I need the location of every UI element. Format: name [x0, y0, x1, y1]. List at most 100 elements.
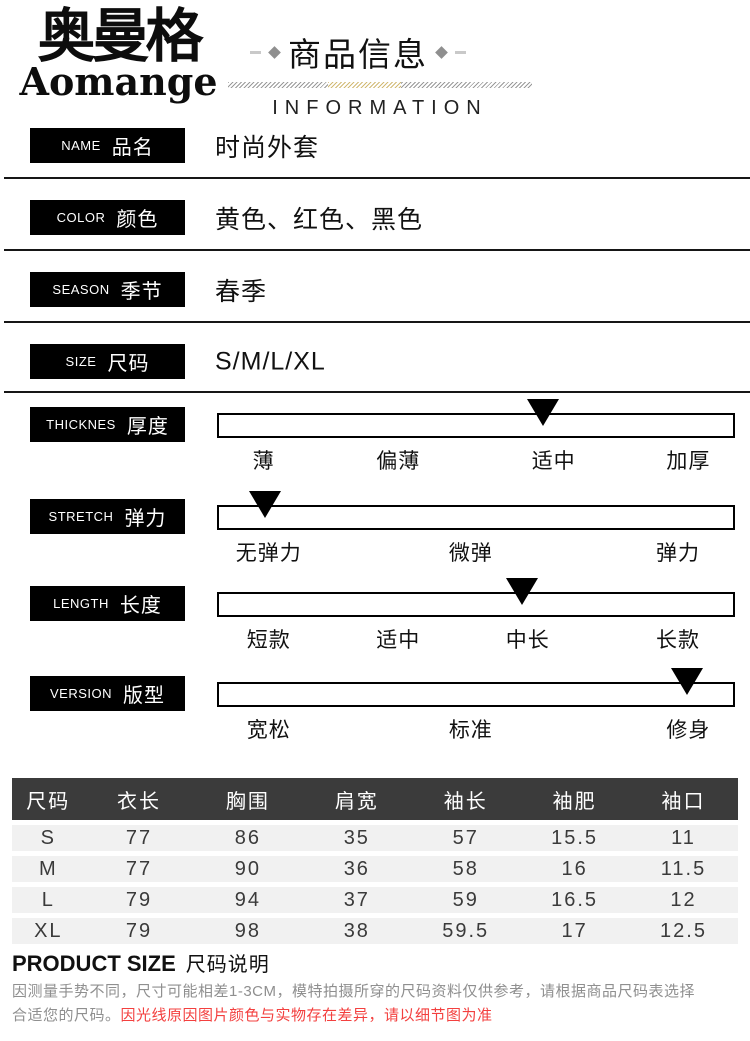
- table-header-cell: 袖长: [443, 790, 488, 813]
- table-cell: 37: [343, 888, 370, 911]
- tag-label-cn: 颜色: [116, 209, 159, 231]
- table-cell: 77: [125, 826, 153, 849]
- table-cell: S: [40, 826, 56, 849]
- info-row-name: NAME 品名 时尚外套: [0, 128, 750, 164]
- table-cell: 79: [125, 888, 153, 911]
- table-cell: 79: [125, 919, 153, 942]
- dash-icon: [250, 50, 261, 54]
- table-cell: M: [38, 857, 58, 880]
- info-row-size: SIZE 尺码 S/M/L/XL: [0, 344, 750, 380]
- separator-line: [4, 321, 750, 323]
- table-row: M 77 90 36 58 16 11.5: [12, 856, 738, 882]
- size-range-value: S/M/L/XL: [215, 347, 326, 376]
- tag-label-en: SEASON: [52, 282, 110, 297]
- slider-arrow-icon: [526, 399, 559, 426]
- brand-name-english: Aomange: [19, 58, 218, 104]
- separator-line: [4, 177, 750, 179]
- table-cell: 12.5: [660, 919, 707, 942]
- slider-option-label: 修身: [666, 719, 711, 742]
- table-cell: 15.5: [551, 826, 599, 849]
- label-tag-stretch: STRETCH 弹力: [30, 499, 185, 534]
- table-cell: 35: [343, 826, 370, 849]
- slider-option-label: 长款: [656, 629, 701, 652]
- hatched-divider-gold-segment: [328, 82, 402, 88]
- separator-line: [4, 391, 750, 393]
- tag-label-cn: 季节: [120, 281, 163, 303]
- product-size-heading-en: PRODUCT SIZE: [12, 951, 176, 976]
- slider-option-label: 短款: [246, 629, 291, 652]
- table-cell: 59.5: [442, 919, 490, 942]
- slider-row-thickness: THICKNES 厚度 薄 偏薄 适中 加厚: [0, 399, 750, 475]
- table-cell: L: [41, 888, 55, 911]
- info-row-color: COLOR 颜色 黄色、红色、黑色: [0, 200, 750, 236]
- label-tag-size: SIZE 尺码: [30, 344, 185, 379]
- table-cell: 16: [561, 857, 588, 880]
- slider-row-version: VERSION 版型 宽松 标准 修身: [0, 668, 750, 744]
- table-row: XL 79 98 38 59.5 17 12.5: [12, 918, 738, 944]
- slider-bar: [217, 578, 735, 617]
- size-table: 尺码 衣长 胸围 肩宽 袖长 袖肥 袖口 S 77 86 35 57 15.5 …: [12, 778, 738, 944]
- table-cell: 36: [343, 857, 370, 880]
- slider-option-label: 加厚: [666, 450, 711, 473]
- slider-option-label: 适中: [531, 450, 576, 473]
- tag-label-cn: 尺码: [107, 353, 150, 375]
- table-cell: 11.5: [660, 857, 707, 880]
- tag-label-en: NAME: [61, 138, 101, 153]
- size-note-line1: 因测量手势不同，尺寸可能相差1-3CM，模特拍摄所穿的尺码资料仅供参考，请根据商…: [12, 983, 696, 1000]
- label-tag-version: VERSION 版型: [30, 676, 185, 711]
- diamond-icon: [435, 45, 448, 59]
- slider-option-label: 偏薄: [376, 450, 421, 473]
- section-header: 商品信息 INFORMATION: [228, 28, 532, 120]
- color-value: 黄色、红色、黑色: [215, 206, 424, 234]
- page-title: 商品信息: [288, 36, 428, 73]
- table-cell: 77: [125, 857, 153, 880]
- table-header-cell: 衣长: [117, 790, 162, 813]
- table-cell: 94: [234, 888, 262, 911]
- tag-label-cn: 弹力: [124, 508, 167, 530]
- brand-name-chinese: 奥曼格: [37, 2, 203, 70]
- slider-option-label: 适中: [376, 629, 421, 652]
- section-title-row: 商品信息: [206, 28, 510, 76]
- table-cell: 38: [343, 919, 370, 942]
- product-size-heading-cn: 尺码说明: [185, 954, 270, 976]
- slider-arrow-icon: [506, 578, 539, 605]
- table-cell: 86: [234, 826, 262, 849]
- tag-label-cn: 长度: [119, 595, 162, 617]
- dash-icon: [455, 50, 466, 54]
- slider-options: 宽松 标准 修身: [217, 674, 735, 744]
- label-tag-name: NAME 品名: [30, 128, 185, 163]
- slider-arrow-icon: [249, 491, 282, 518]
- tag-label-cn: 版型: [123, 685, 165, 707]
- slider-options: 短款 适中 中长 长款: [217, 584, 735, 654]
- slider-options: 无弹力 微弹 弹力: [217, 497, 735, 567]
- size-note-gray-text: 合适您的尺码。: [12, 1007, 121, 1024]
- table-cell: 11: [671, 826, 696, 849]
- table-header-cell: 袖肥: [552, 790, 597, 813]
- tag-label-en: THICKNES: [46, 417, 116, 432]
- table-cell: 16.5: [551, 888, 599, 911]
- slider-option-label: 微弹: [448, 542, 493, 565]
- label-tag-season: SEASON 季节: [30, 272, 185, 307]
- slider-option-label: 中长: [505, 629, 550, 652]
- label-tag-color: COLOR 颜色: [30, 200, 185, 235]
- tag-label-en: LENGTH: [53, 596, 109, 611]
- table-header-cell: 肩宽: [334, 790, 379, 813]
- size-note-red-text: 因光线原因图片颜色与实物存在差异，请以细节图为准: [120, 1007, 493, 1024]
- table-cell: 17: [561, 919, 588, 942]
- slider-arrow-icon: [670, 668, 703, 695]
- table-row: L 79 94 37 59 16.5 12: [12, 887, 738, 913]
- hatched-divider: [228, 82, 532, 88]
- slider-bar: [217, 399, 735, 438]
- slider-row-length: LENGTH 长度 短款 适中 中长 长款: [0, 578, 750, 654]
- tag-label-en: VERSION: [49, 686, 112, 701]
- table-cell: 12: [670, 888, 697, 911]
- product-name-value: 时尚外套: [215, 134, 320, 162]
- table-row: S 77 86 35 57 15.5 11: [12, 825, 738, 851]
- tag-label-en: COLOR: [56, 210, 106, 225]
- tag-label-en: SIZE: [65, 354, 97, 369]
- slider-option-label: 无弹力: [235, 542, 302, 565]
- table-header-cell: 袖口: [661, 790, 706, 813]
- table-cell: XL: [34, 919, 63, 942]
- product-size-heading: PRODUCT SIZE 尺码说明: [12, 948, 270, 977]
